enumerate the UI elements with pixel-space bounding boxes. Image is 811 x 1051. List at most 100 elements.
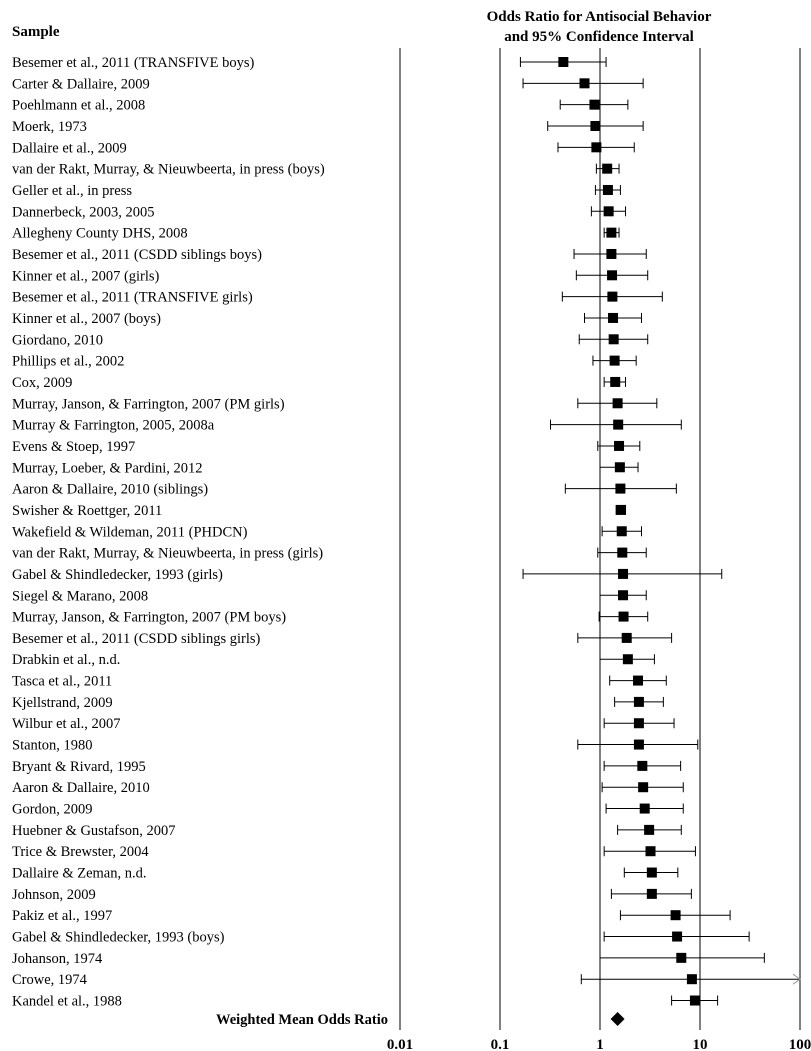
x-tick-label: 10 — [693, 1037, 708, 1051]
study-label: Gabel & Shindledecker, 1993 (girls) — [12, 567, 223, 583]
study-label: Murray, Janson, & Farrington, 2007 (PM g… — [12, 396, 285, 412]
point-estimate — [612, 398, 623, 409]
summary-row: Weighted Mean Odds Ratio — [216, 1012, 625, 1028]
study-row: Geller et al., in press — [12, 183, 621, 199]
point-estimate — [645, 846, 656, 857]
study-label: Johanson, 1974 — [12, 951, 103, 967]
study-row: Huebner & Gustafson, 2007 — [12, 823, 682, 839]
study-row: Besemer et al., 2011 (TRANSFIVE girls) — [12, 290, 663, 306]
study-label: Cox, 2009 — [12, 375, 72, 391]
summary-label: Weighted Mean Odds Ratio — [216, 1012, 388, 1028]
point-estimate — [646, 867, 657, 878]
study-label: Aaron & Dallaire, 2010 — [12, 780, 150, 796]
x-tick-label: 100 — [789, 1037, 811, 1051]
point-estimate — [618, 611, 629, 622]
study-row: Cox, 2009 — [12, 375, 627, 391]
point-estimate — [672, 931, 683, 942]
point-estimate — [633, 675, 644, 686]
study-label: Murray, Loeber, & Pardini, 2012 — [12, 460, 203, 476]
point-estimate — [644, 824, 655, 835]
point-estimate — [614, 462, 625, 473]
point-estimate — [622, 654, 633, 665]
gridlines — [399, 48, 801, 1030]
study-row: Murray, Loeber, & Pardini, 2012 — [12, 460, 639, 476]
point-estimate — [591, 142, 602, 153]
study-label: Besemer et al., 2011 (CSDD siblings boys… — [12, 247, 262, 263]
study-row: Evens & Stoep, 1997 — [12, 439, 641, 455]
point-estimate — [689, 995, 700, 1006]
study-label: Crowe, 1974 — [12, 972, 88, 988]
study-label: Tasca et al., 2011 — [12, 674, 112, 690]
point-estimate — [621, 632, 632, 643]
point-estimate — [639, 803, 650, 814]
study-row: Aaron & Dallaire, 2010 (siblings) — [12, 482, 677, 498]
study-label: Giordano, 2010 — [12, 332, 103, 348]
study-row: Phillips et al., 2002 — [12, 354, 637, 370]
point-estimate — [602, 184, 613, 195]
study-label: van der Rakt, Murray, & Nieuwbeerta, in … — [12, 546, 323, 562]
point-estimate — [606, 248, 617, 259]
study-label: Dallaire et al., 2009 — [12, 140, 127, 156]
study-row: Swisher & Roettger, 2011 — [12, 503, 627, 519]
study-label: Johnson, 2009 — [12, 887, 96, 903]
study-row: van der Rakt, Murray, & Nieuwbeerta, in … — [12, 546, 647, 562]
study-label: van der Rakt, Murray, & Nieuwbeerta, in … — [12, 162, 325, 178]
study-row: van der Rakt, Murray, & Nieuwbeerta, in … — [12, 162, 620, 178]
study-label: Geller et al., in press — [12, 183, 132, 199]
study-label: Swisher & Roettger, 2011 — [12, 503, 162, 519]
study-row: Wilbur et al., 2007 — [12, 716, 675, 732]
point-estimate — [579, 78, 590, 89]
point-estimate — [618, 590, 629, 601]
study-row: Trice & Brewster, 2004 — [12, 844, 696, 860]
study-label: Besemer et al., 2011 (TRANSFIVE girls) — [12, 290, 253, 306]
study-label: Phillips et al., 2002 — [12, 354, 124, 370]
point-estimate — [670, 910, 681, 921]
point-estimate — [609, 355, 620, 366]
point-estimate — [589, 99, 600, 110]
study-label: Moerk, 1973 — [12, 119, 87, 135]
study-row: Dallaire et al., 2009 — [12, 140, 635, 156]
point-estimate — [616, 526, 627, 537]
study-row: Stanton, 1980 — [12, 738, 699, 754]
point-estimate — [608, 312, 619, 323]
study-row: Besemer et al., 2011 (CSDD siblings girl… — [12, 631, 673, 647]
study-row: Dallaire & Zeman, n.d. — [12, 866, 679, 882]
point-estimate — [686, 974, 697, 985]
point-estimate — [637, 760, 648, 771]
summary-diamond — [610, 1012, 625, 1026]
study-row: Murray, Janson, & Farrington, 2007 (PM g… — [12, 396, 658, 412]
study-label: Kinner et al., 2007 (boys) — [12, 311, 161, 327]
study-label: Huebner & Gustafson, 2007 — [12, 823, 176, 839]
x-tick-label: 0.1 — [491, 1037, 510, 1051]
point-estimate — [602, 163, 613, 174]
point-estimate — [606, 227, 617, 238]
study-row: Gabel & Shindledecker, 1993 (girls) — [12, 567, 723, 583]
study-label: Kandel et al., 1988 — [12, 994, 122, 1010]
study-label: Besemer et al., 2011 (TRANSFIVE boys) — [12, 55, 254, 71]
study-label: Evens & Stoep, 1997 — [12, 439, 135, 455]
point-estimate — [633, 739, 644, 750]
study-label: Drabkin et al., n.d. — [12, 652, 120, 668]
point-estimate — [590, 120, 601, 131]
point-estimate — [617, 547, 628, 558]
study-label: Wakefield & Wildeman, 2011 (PHDCN) — [12, 524, 248, 540]
sample-header: Sample — [12, 24, 60, 40]
study-row: Siegel & Marano, 2008 — [12, 588, 647, 604]
study-row: Allegheny County DHS, 2008 — [12, 226, 620, 242]
study-label: Murray & Farrington, 2005, 2008a — [12, 418, 215, 434]
point-estimate — [615, 483, 626, 494]
x-tick-label: 0.01 — [387, 1037, 413, 1051]
study-row: Carter & Dallaire, 2009 — [12, 76, 644, 92]
point-estimate — [610, 376, 621, 387]
study-label: Kjellstrand, 2009 — [12, 695, 113, 711]
study-row: Wakefield & Wildeman, 2011 (PHDCN) — [12, 524, 642, 540]
chart-title-line2: and 95% Confidence Interval — [504, 29, 694, 45]
point-estimate — [608, 334, 619, 345]
study-row: Gabel & Shindledecker, 1993 (boys) — [12, 930, 750, 946]
study-row: Poehlmann et al., 2008 — [12, 98, 629, 114]
study-row: Drabkin et al., n.d. — [12, 652, 655, 668]
study-rows: Besemer et al., 2011 (TRANSFIVE boys) Car… — [12, 55, 801, 1010]
study-label: Gordon, 2009 — [12, 802, 93, 818]
study-row: Murray & Farrington, 2005, 2008a — [12, 418, 682, 434]
